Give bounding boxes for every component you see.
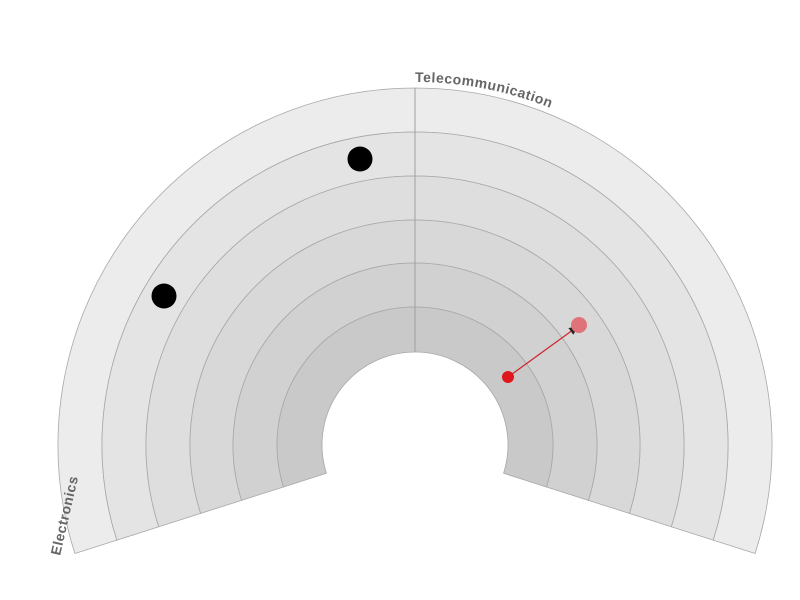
rings	[57, 87, 773, 555]
blip	[151, 283, 177, 309]
blip	[347, 146, 373, 172]
ring-segment	[414, 306, 554, 488]
movement-arrow	[507, 326, 578, 378]
ring-segment	[276, 306, 416, 488]
blip	[502, 371, 514, 383]
blip-previous	[571, 317, 587, 333]
